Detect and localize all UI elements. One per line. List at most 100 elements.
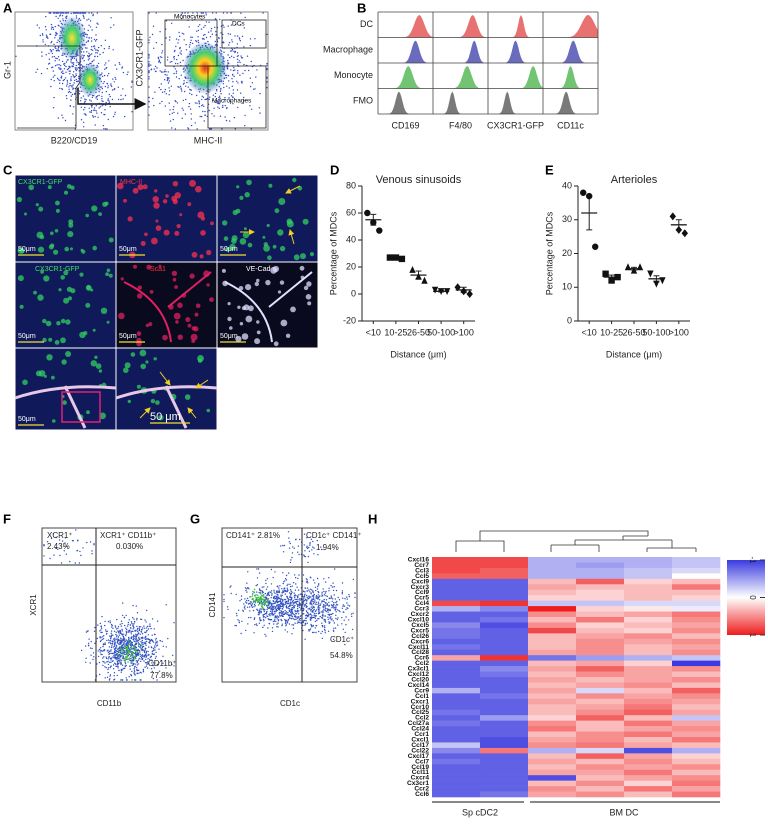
event [126, 634, 127, 635]
heat-cell [480, 617, 528, 623]
event [299, 619, 300, 620]
event [311, 549, 312, 550]
event [144, 642, 145, 643]
cell [61, 359, 66, 364]
cell [245, 284, 251, 290]
y-tick-label: 10 [562, 282, 572, 292]
cell [18, 275, 24, 281]
event [94, 627, 95, 628]
cell [22, 380, 28, 386]
event [103, 125, 104, 126]
event [282, 592, 283, 593]
heat-cell [480, 612, 528, 618]
event [145, 662, 146, 663]
event [199, 106, 200, 107]
event [104, 642, 105, 643]
event [322, 611, 323, 612]
event [332, 582, 333, 583]
cell [109, 238, 114, 243]
event [318, 611, 319, 612]
heat-cell [576, 562, 624, 568]
event [210, 30, 211, 31]
event [305, 588, 306, 589]
event [141, 655, 142, 656]
event [138, 632, 139, 633]
stain-label: VE-Cad [246, 266, 271, 273]
event [126, 665, 127, 666]
event [297, 601, 298, 602]
event [281, 620, 282, 621]
event [328, 621, 329, 622]
heat-cell [624, 710, 672, 716]
event [59, 80, 60, 81]
event [226, 77, 227, 78]
data-point [682, 229, 688, 237]
event [291, 624, 292, 625]
event [145, 621, 146, 622]
event [49, 558, 50, 559]
cell [300, 266, 305, 271]
event [203, 27, 204, 28]
event [311, 615, 312, 616]
event [101, 72, 102, 73]
event [133, 646, 135, 648]
event [114, 631, 115, 632]
event [248, 70, 249, 71]
event [54, 56, 55, 57]
event [284, 604, 285, 605]
heat-cell [528, 742, 576, 748]
event [91, 46, 92, 47]
event [229, 57, 230, 58]
event [269, 619, 270, 620]
event [321, 592, 322, 593]
heat-cell [528, 781, 576, 787]
cell [53, 250, 58, 255]
event [289, 592, 290, 593]
event [148, 70, 149, 71]
heat-cell [528, 650, 576, 656]
event [297, 622, 298, 623]
event [61, 77, 62, 78]
event [293, 624, 294, 625]
event [291, 598, 292, 599]
event [306, 581, 307, 582]
event [291, 605, 292, 606]
event [229, 42, 230, 43]
event [168, 87, 169, 88]
cell [177, 303, 183, 309]
event [73, 71, 74, 72]
event [104, 666, 105, 667]
event [66, 12, 67, 13]
event [127, 74, 128, 75]
event [70, 80, 71, 81]
cell [164, 230, 170, 236]
event [345, 632, 346, 633]
heat-cell [528, 753, 576, 759]
event [173, 109, 174, 110]
event [259, 603, 260, 604]
event [152, 98, 153, 99]
heat-cell [672, 792, 720, 798]
heat-cell [576, 792, 624, 798]
event [308, 596, 309, 597]
event [259, 617, 260, 618]
event [172, 655, 173, 656]
event [237, 35, 238, 36]
heat-cell [576, 781, 624, 787]
event [149, 37, 150, 38]
heat-cell [576, 612, 624, 618]
heat-cell [672, 721, 720, 727]
event [305, 556, 306, 557]
axis-label: XCR1 [29, 594, 38, 616]
event [78, 64, 79, 65]
cell [60, 337, 66, 343]
event [131, 638, 132, 639]
gate-label: DCs [232, 21, 245, 28]
event [97, 56, 98, 57]
event [59, 88, 60, 89]
event [274, 619, 275, 620]
event [150, 626, 151, 627]
cell [55, 229, 59, 233]
event [256, 591, 257, 592]
event [191, 113, 192, 114]
